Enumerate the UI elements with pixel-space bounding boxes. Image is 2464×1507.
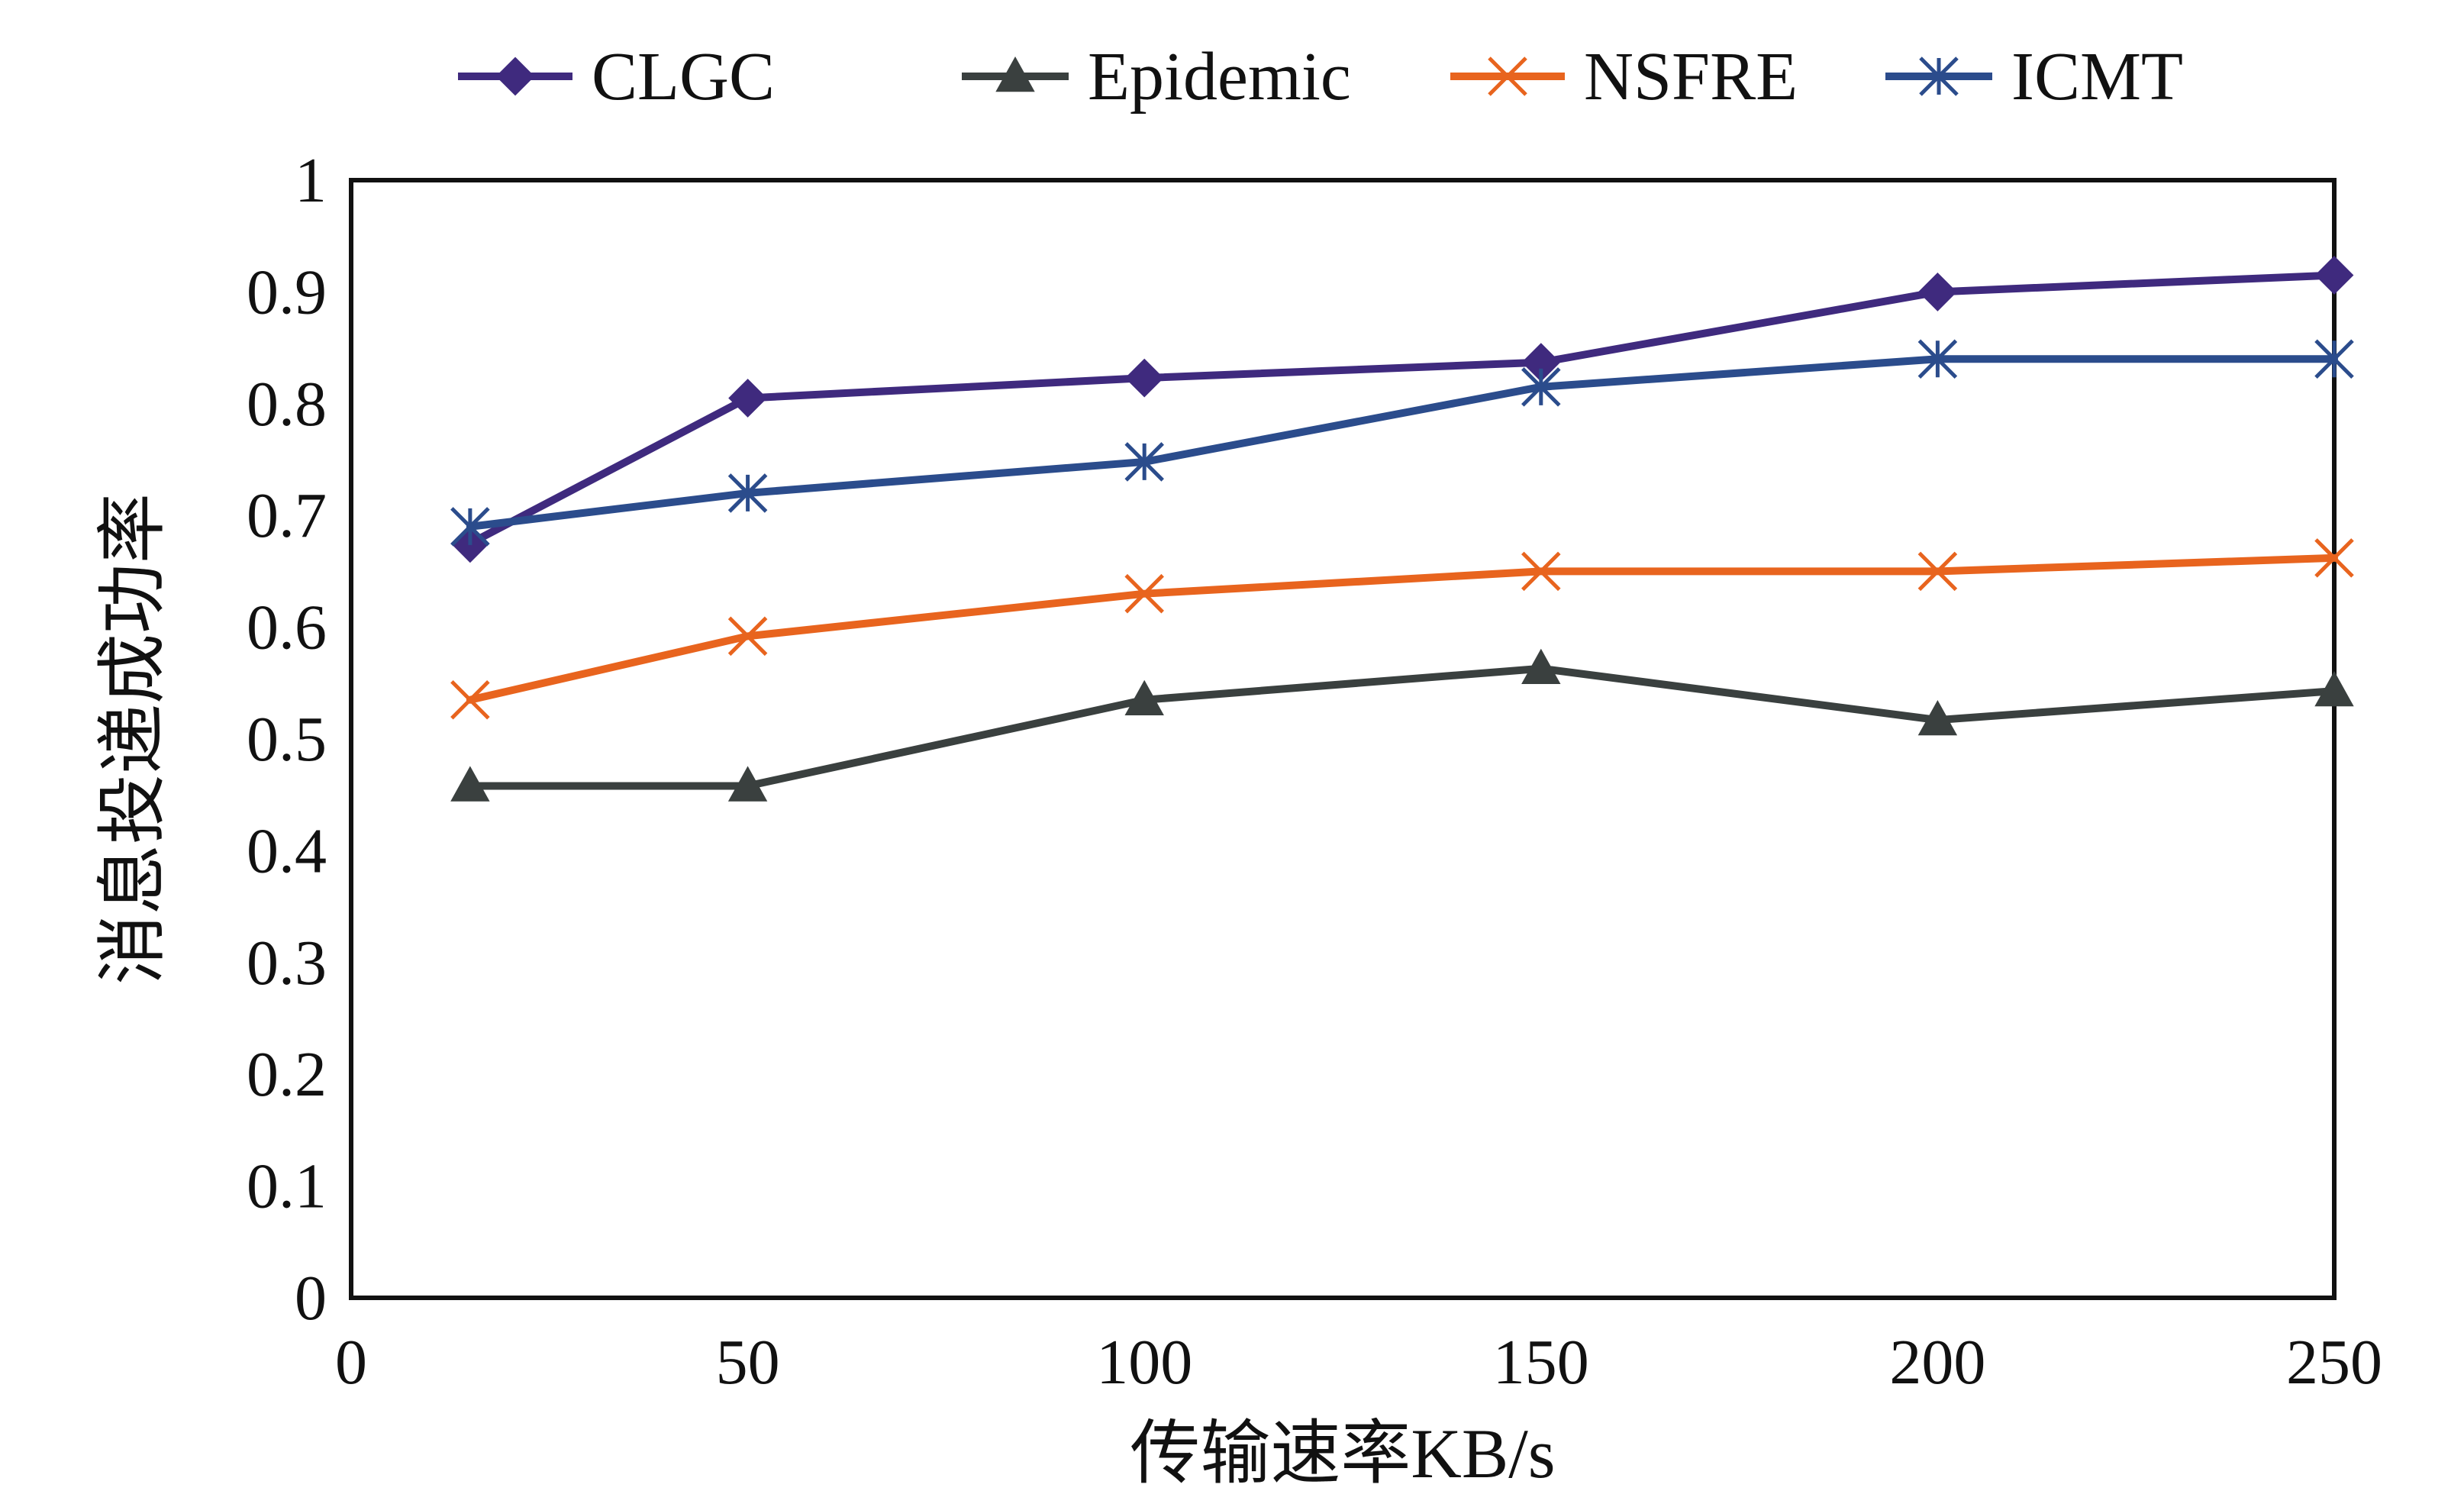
x-tick-label: 50 [716,1327,780,1398]
y-tick-label: 0.4 [247,815,327,886]
data-point-nsfre [1124,573,1164,614]
data-point-clgc [1124,358,1164,398]
data-point-icmt [1917,339,1958,379]
legend: CLGC Epidemic NSFRE ICMT [458,39,2183,115]
y-tick-label: 0.2 [247,1039,327,1110]
data-point-nsfre [450,679,490,720]
data-point-clgc [2314,256,2354,295]
data-point-icmt [2314,339,2354,379]
x-tick-label: 250 [2286,1327,2382,1398]
x-tick-label: 0 [335,1327,367,1398]
y-tick-label: 0.3 [247,928,327,999]
data-point-icmt [1521,367,1561,407]
data-point-nsfre [1917,551,1958,592]
y-tick-label: 0.8 [247,369,327,440]
y-axis-title: 消息投递成功率 [94,493,172,985]
plot-area [349,178,2354,1300]
data-point-icmt [1124,442,1164,482]
legend-item-nsfre: NSFRE [1450,39,1798,115]
series-line-icmt [466,355,2338,531]
y-tick-label: 0.1 [247,1151,327,1222]
data-point-epidemic [1917,700,1958,736]
data-point-nsfre [727,616,768,657]
data-point-icmt [727,473,768,513]
series-line-epidemic [466,664,2338,790]
data-point-icmt [450,507,490,547]
series-line-nsfre [466,553,2338,704]
x-tick-label: 200 [1889,1327,1985,1398]
x-tick-label: 100 [1096,1327,1192,1398]
data-point-epidemic [2314,670,2354,707]
data-point-epidemic [450,766,490,802]
x-tick-label: 150 [1493,1327,1589,1398]
data-point-nsfre [2314,538,2354,578]
legend-marker-clgc [495,56,535,96]
y-tick-label: 1 [295,145,327,216]
data-point-epidemic [1521,648,1561,684]
legend-label: NSFRE [1584,39,1798,115]
legend-label: Epidemic [1088,39,1351,115]
legend-item-epidemic: Epidemic [962,39,1351,115]
series-icmt [450,339,2354,547]
legend-marker-nsfre [1488,56,1527,96]
data-point-clgc [1917,272,1957,311]
data-point-nsfre [1521,551,1561,592]
y-tick-label: 0.7 [247,480,327,551]
legend-item-icmt: ICMT [1885,39,2183,115]
y-tick-label: 0.9 [247,257,327,328]
y-tick-label: 0.5 [247,704,327,775]
y-tick-label: 0 [295,1263,327,1334]
legend-marker-epidemic [995,56,1035,92]
series-nsfre [450,538,2354,720]
y-axis-tick-labels: 0 0.1 0.2 0.3 0.4 0.5 0.6 0.7 0.8 0.9 1 [247,145,327,1334]
legend-label: CLGC [592,39,775,115]
series-epidemic [450,648,2354,802]
data-point-epidemic [1124,679,1164,715]
data-point-clgc [728,379,768,418]
y-tick-label: 0.6 [247,592,327,663]
legend-marker-icmt [1919,56,1959,96]
legend-item-clgc: CLGC [458,39,775,115]
plot-frame [349,178,2337,1300]
data-point-epidemic [727,766,768,802]
x-axis-tick-labels: 0 50 100 150 200 250 [335,1327,2382,1398]
series-line-clgc [466,271,2338,547]
legend-label: ICMT [2011,39,2183,115]
x-axis-title: 传输速率KB/s [1130,1415,1555,1492]
